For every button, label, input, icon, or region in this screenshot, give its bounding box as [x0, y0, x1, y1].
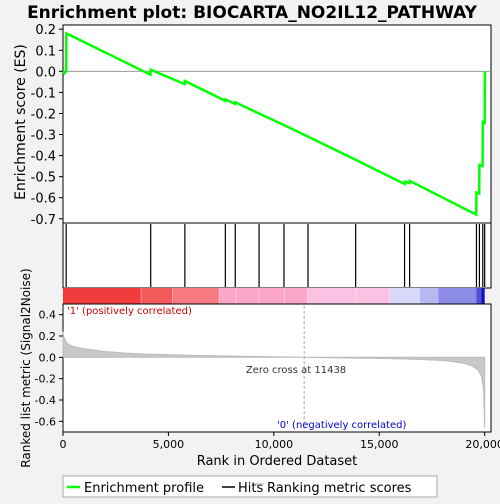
x-axis-label: Rank in Ordered Dataset [197, 454, 358, 469]
ranking-y-tick-label: 0.4 [39, 309, 57, 322]
es-panel-frame [62, 24, 492, 224]
heat-band-segment [63, 288, 142, 304]
x-tick-label: 20,000 [465, 438, 500, 451]
ranking-y-tick-label: 0.0 [39, 351, 57, 364]
x-tick-label: 5,000 [153, 438, 185, 451]
heat-band-segment [172, 288, 220, 304]
chart-title: Enrichment plot: BIOCARTA_NO2IL12_PATHWA… [27, 3, 478, 23]
ranking-metric-panel: 0.4 0.2 0.0 -0.2 -0.4 -0.6 Zero cross at 1143… [19, 268, 500, 469]
es-y-tick-label: -0.4 [31, 150, 56, 165]
heat-band-segment [419, 288, 439, 304]
es-y-tick-label: -0.5 [31, 171, 56, 186]
positive-correlation-label: '1' (positively correlated) [67, 306, 192, 317]
es-y-tick-label: 0.1 [35, 44, 56, 59]
ranking-y-axis-label: Ranked list metric (Signal2Noise) [19, 268, 33, 467]
enrichment-profile-line [61, 31, 487, 217]
ranking-y-tick-label: -0.6 [35, 415, 56, 428]
zero-cross-label: Zero cross at 11438 [246, 365, 346, 376]
es-y-axis-label: Enrichment score (ES) [13, 44, 29, 200]
ranking-y-tick-label: -0.2 [35, 373, 56, 386]
hits-panel [62, 222, 492, 289]
ranking-metric-area [62, 331, 486, 428]
rank-heat-band [63, 288, 485, 304]
es-y-tick-label: -0.3 [31, 129, 56, 144]
negative-correlation-label: '0' (negatively correlated) [277, 420, 406, 431]
es-y-tick-label: -0.6 [31, 192, 56, 207]
heat-band-segment [141, 288, 173, 304]
heat-band-segment [438, 288, 477, 304]
heat-band-segment [389, 288, 420, 304]
legend-frame [62, 475, 438, 498]
es-y-tick-label: -0.7 [31, 213, 56, 228]
ranking-y-tick-label: 0.2 [39, 330, 57, 343]
chart-legend: Enrichment profile Hits Ranking metric s… [62, 475, 438, 498]
x-tick-label: 0 [60, 438, 67, 451]
heat-band-segment [481, 288, 485, 304]
es-y-tick-label: -0.2 [31, 107, 56, 122]
es-y-tick-label: 0.0 [35, 65, 56, 80]
ranking-y-tick-label: -0.4 [35, 394, 56, 407]
x-tick-label: 15,000 [360, 438, 399, 451]
hits-panel-frame [62, 222, 492, 289]
es-y-tick-label: 0.2 [35, 23, 56, 38]
legend-ranking-metric-label: Ranking metric scores [267, 481, 412, 496]
ranking-panel-frame [62, 303, 492, 433]
heat-band-segment [307, 288, 390, 304]
es-y-tick-label: -0.1 [31, 86, 56, 101]
x-tick-label: 10,000 [255, 438, 294, 451]
heat-band-segment [476, 288, 482, 304]
es-panel: 0.2 0.1 0.0 -0.1 -0.2 -0.3 -0.4 -0.5 -0.6 -0.7 En… [13, 23, 492, 228]
heat-band-segment [219, 288, 308, 304]
legend-enrichment-profile-label: Enrichment profile [84, 481, 204, 496]
